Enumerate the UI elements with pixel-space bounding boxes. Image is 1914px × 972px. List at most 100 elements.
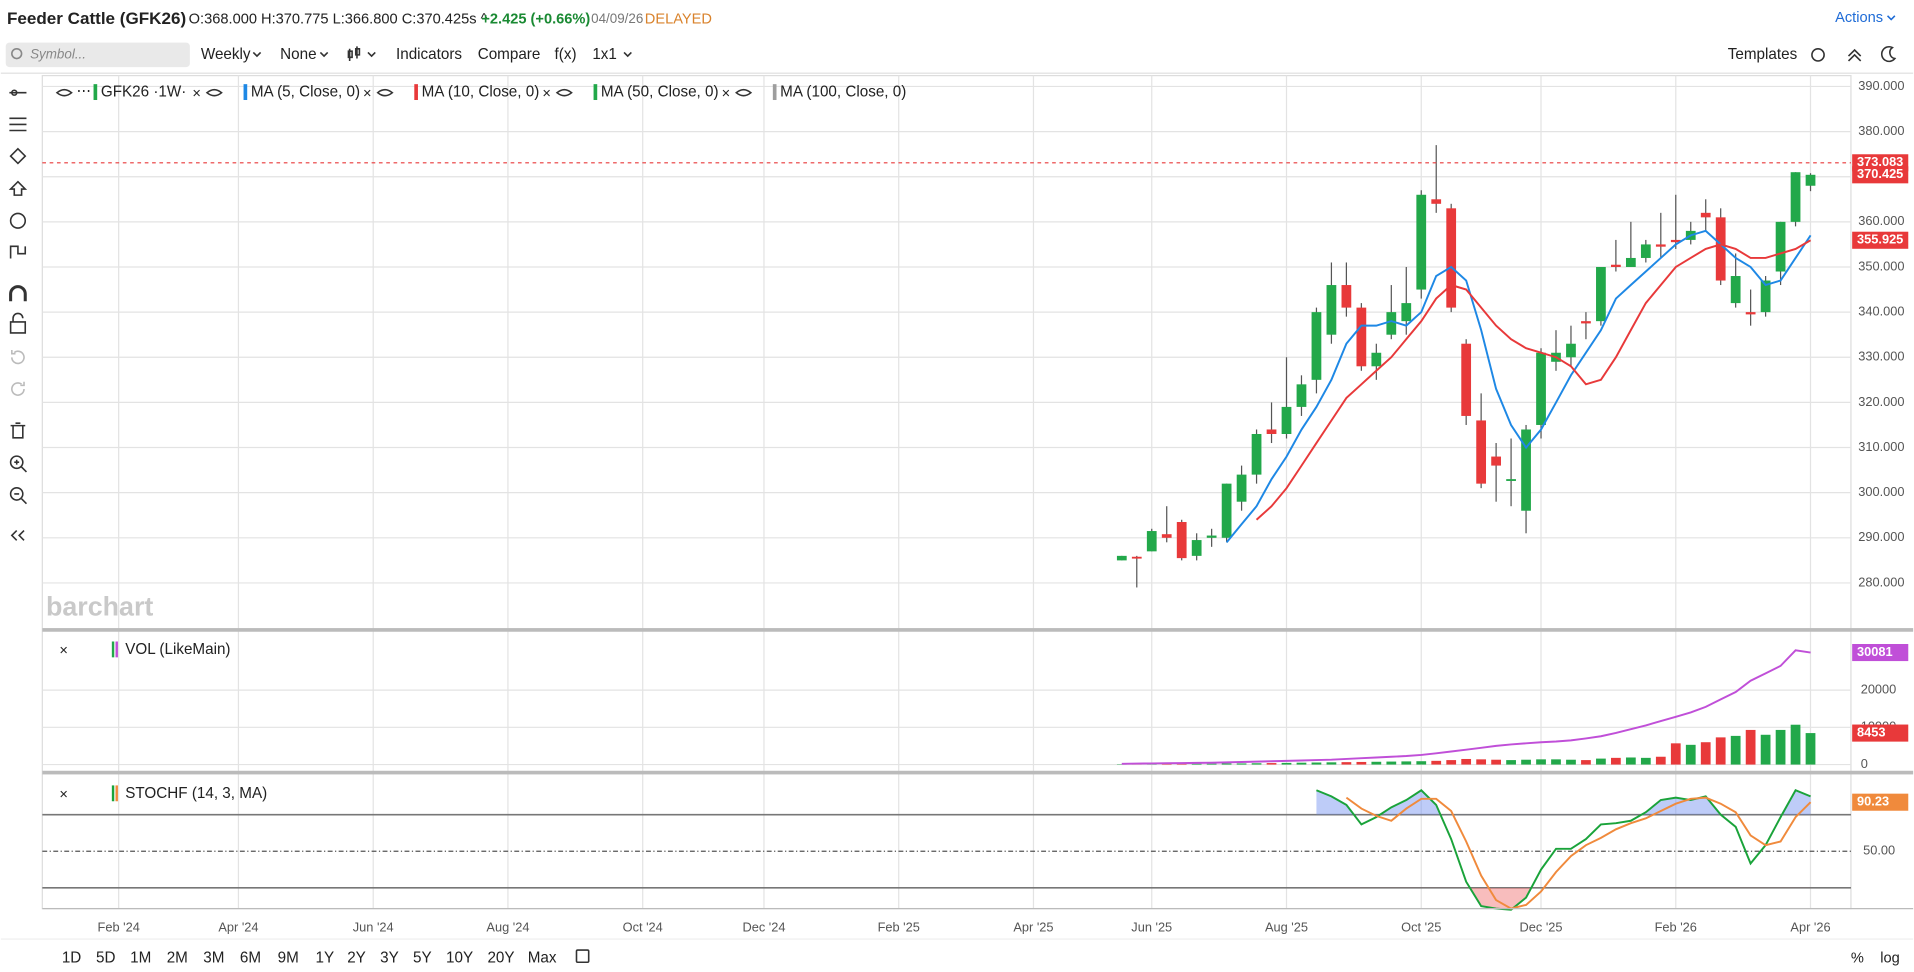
settings-button[interactable] — [1811, 47, 1825, 62]
pane-separator — [42, 628, 1914, 632]
volume-bar — [1281, 762, 1292, 765]
magnet-tool[interactable] — [9, 285, 27, 302]
period-button[interactable]: 1D — [62, 950, 81, 967]
candle-body — [1566, 343, 1576, 358]
style-button[interactable]: None — [280, 46, 316, 63]
volume-bar — [1760, 734, 1771, 765]
templates-button[interactable]: Templates — [1728, 46, 1798, 63]
x-tick-label: Feb '24 — [98, 919, 140, 934]
period-button[interactable]: 2M — [167, 950, 188, 967]
legend-swatch — [115, 785, 118, 802]
volume-bar — [1700, 742, 1711, 765]
calendar-button[interactable] — [575, 949, 590, 964]
main-legend: ⋯ GFK26 ·1W· — [55, 83, 186, 101]
arrow-tool[interactable] — [8, 180, 28, 196]
marks — [42, 145, 1851, 911]
y-tick-label: 20000 — [1861, 681, 1897, 696]
eye-icon[interactable] — [376, 88, 394, 97]
legend-swatch — [93, 84, 98, 101]
marker-tool[interactable] — [9, 212, 27, 229]
compare-button[interactable]: Compare — [478, 46, 541, 63]
zoom-out-button[interactable] — [9, 487, 28, 505]
close-icon[interactable]: × — [59, 643, 68, 659]
chevron — [319, 51, 329, 58]
period-button[interactable]: 1Y — [316, 950, 335, 967]
period-button[interactable]: 5Y — [413, 950, 432, 967]
fx-button[interactable]: f(x) — [555, 46, 577, 63]
eye-icon[interactable] — [55, 88, 73, 97]
stoch-legend: STOCHF (14, 3, MA) — [125, 785, 267, 802]
candle-body — [1670, 239, 1681, 243]
x-tick-label: Oct '24 — [623, 919, 663, 934]
collapse-button[interactable] — [1847, 48, 1862, 62]
ohlc: O:368.000 H:370.775 L:366.800 C:370.425s… — [189, 11, 488, 27]
period-button[interactable]: 10Y — [446, 950, 473, 967]
theme-button[interactable] — [1880, 46, 1897, 63]
lock-tool[interactable] — [9, 312, 27, 334]
line-tool[interactable] — [9, 89, 27, 96]
actions-menu[interactable]: Actions — [1835, 10, 1883, 26]
close-icon[interactable]: × — [59, 787, 68, 803]
chevron — [252, 51, 262, 58]
undo-button[interactable] — [11, 350, 25, 365]
candle-body — [1760, 280, 1771, 313]
volume-bar — [1326, 762, 1337, 765]
period-button[interactable]: 3M — [203, 950, 224, 967]
measure-tool[interactable] — [9, 245, 27, 259]
legend-swatch — [111, 785, 115, 802]
period-button[interactable]: 5D — [96, 950, 115, 967]
legend-entry: MA (5, Close, 0) — [251, 84, 360, 101]
candle-body — [1805, 174, 1816, 186]
volume-bar — [1341, 762, 1352, 765]
price-label-box — [1852, 166, 1909, 184]
candle-body — [1745, 312, 1756, 315]
eye-icon — [555, 88, 573, 97]
log-button[interactable]: log — [1880, 950, 1900, 966]
redo-button[interactable] — [11, 381, 25, 396]
period-button[interactable]: 2Y — [347, 950, 366, 967]
period-button[interactable]: 6M — [240, 950, 261, 967]
indicators-button[interactable]: Indicators — [396, 46, 462, 63]
period-button[interactable]: Max — [528, 950, 557, 967]
price-label-box — [1852, 793, 1909, 811]
collapse-tools[interactable] — [10, 529, 25, 541]
candle-body — [1326, 285, 1337, 335]
volume-bar — [1640, 757, 1651, 765]
legend-swatch — [115, 641, 118, 658]
candle-body — [1281, 406, 1292, 434]
delete-button[interactable] — [10, 422, 26, 439]
zoom-in-button[interactable] — [9, 455, 28, 473]
fib-tool[interactable] — [9, 117, 27, 132]
candle-body — [1311, 312, 1322, 380]
candle-body — [1296, 384, 1307, 407]
period-button[interactable]: 1M — [130, 950, 151, 967]
symbol-search[interactable] — [5, 42, 190, 68]
more-icon[interactable]: ⋯ — [76, 83, 91, 99]
candle-body — [1476, 420, 1487, 484]
y-tick-label: 390.000 — [1858, 78, 1904, 93]
y-tick-label: 280.000 — [1858, 574, 1904, 589]
candle-body — [1401, 303, 1412, 322]
volume-bar — [1431, 760, 1442, 765]
price-label-box — [1852, 231, 1909, 249]
x-tick-label: Dec '24 — [742, 919, 785, 934]
candle-body — [1161, 534, 1172, 538]
interval-button[interactable]: Weekly — [201, 46, 251, 63]
chart-type-button[interactable] — [347, 46, 376, 61]
volume-bar — [1551, 759, 1561, 765]
period-button[interactable]: 9M — [278, 950, 299, 967]
period-button[interactable]: 20Y — [487, 950, 514, 967]
x-tick-label: Dec '25 — [1520, 919, 1563, 934]
period-button[interactable]: 3Y — [380, 950, 399, 967]
eye-icon[interactable] — [205, 88, 223, 97]
volume-bar — [1536, 759, 1546, 765]
eye-icon — [735, 88, 753, 97]
price-label: 370.425 — [1857, 166, 1903, 181]
layout-button[interactable]: 1x1 — [592, 46, 617, 63]
candle-body — [1266, 429, 1277, 434]
volume-bar — [1715, 737, 1726, 765]
shape-tool[interactable] — [9, 147, 27, 165]
volume-bar — [1386, 761, 1397, 765]
percent-button[interactable]: % — [1851, 950, 1864, 966]
